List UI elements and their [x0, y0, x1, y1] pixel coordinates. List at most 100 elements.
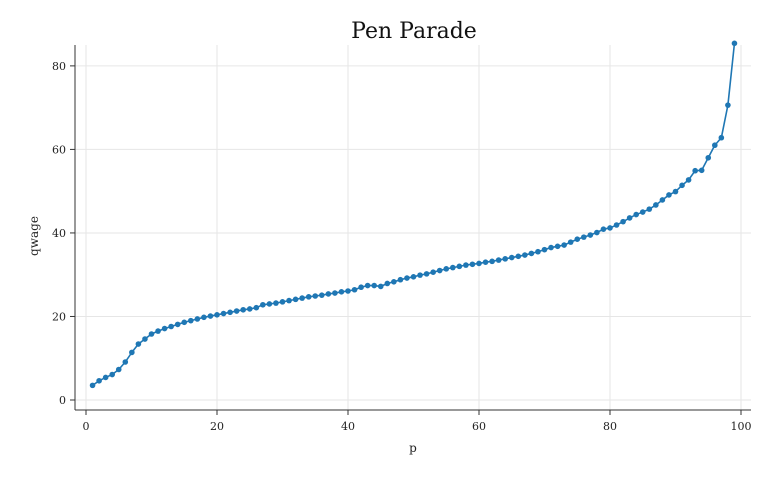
- data-point: [718, 134, 725, 141]
- data-point: [338, 289, 345, 295]
- data-point: [600, 226, 607, 232]
- y-tick-label: 20: [52, 310, 66, 323]
- y-tick-label: 0: [59, 394, 66, 407]
- gridlines: [75, 45, 751, 410]
- data-point: [712, 142, 718, 149]
- data-point: [246, 306, 253, 312]
- data-point: [581, 234, 587, 240]
- data-point: [214, 312, 220, 318]
- data-point: [476, 260, 482, 267]
- data-point: [122, 359, 129, 365]
- data-point: [227, 309, 233, 316]
- data-point: [626, 215, 633, 221]
- y-tick-label: 80: [52, 60, 66, 73]
- series-qwage: [89, 40, 738, 389]
- data-point: [397, 276, 404, 283]
- data-point: [685, 177, 692, 183]
- data-point: [587, 232, 594, 238]
- x-tick-label: 0: [83, 420, 90, 433]
- data-point: [345, 288, 351, 294]
- data-point: [633, 211, 639, 218]
- data-point: [305, 294, 312, 300]
- data-point: [698, 167, 705, 174]
- data-point: [541, 246, 548, 253]
- data-point: [89, 382, 96, 389]
- data-point: [653, 202, 659, 208]
- data-point: [508, 254, 515, 261]
- data-point: [109, 371, 115, 378]
- data-point: [620, 218, 626, 225]
- data-point: [692, 167, 698, 174]
- data-point: [594, 229, 600, 236]
- data-point: [613, 222, 620, 228]
- y-tick-label: 40: [52, 227, 66, 240]
- data-point: [181, 319, 188, 326]
- data-point: [319, 292, 325, 298]
- data-point: [292, 296, 299, 303]
- data-point: [312, 293, 319, 299]
- data-point: [194, 316, 201, 322]
- data-point: [332, 290, 338, 296]
- data-point: [410, 273, 417, 280]
- data-point: [489, 258, 495, 265]
- data-point: [522, 252, 528, 258]
- data-point: [286, 297, 292, 304]
- data-point: [207, 313, 214, 319]
- data-point: [679, 182, 685, 189]
- data-point: [260, 301, 266, 308]
- data-point: [731, 40, 738, 47]
- tick-labels: 0 20 40 60 80 100 0 20 40 60 80: [52, 60, 752, 433]
- data-point: [371, 282, 378, 289]
- data-point: [646, 206, 653, 212]
- data-point: [358, 284, 364, 291]
- data-point: [299, 295, 305, 301]
- data-point: [174, 321, 181, 328]
- axes: [70, 45, 751, 415]
- data-point: [148, 331, 155, 337]
- data-point: [351, 286, 358, 293]
- data-point: [436, 267, 443, 274]
- data-point: [129, 349, 135, 356]
- data-point: [279, 299, 286, 305]
- data-point: [548, 244, 554, 251]
- data-point: [155, 328, 161, 334]
- x-axis-label: p: [409, 441, 417, 455]
- data-point: [515, 253, 522, 260]
- data-point: [325, 291, 332, 297]
- data-point: [253, 304, 260, 311]
- x-tick-label: 20: [210, 420, 224, 433]
- data-point: [142, 336, 148, 342]
- data-point: [364, 282, 371, 289]
- data-point: [417, 272, 423, 278]
- data-point: [102, 374, 109, 381]
- data-point: [672, 188, 679, 195]
- data-point: [188, 317, 194, 324]
- data-point: [423, 271, 430, 277]
- data-point: [456, 263, 463, 270]
- data-point: [482, 259, 489, 265]
- chart-title: Pen Parade: [351, 19, 477, 44]
- x-tick-label: 100: [731, 420, 752, 433]
- data-point: [161, 325, 168, 332]
- data-point: [201, 314, 207, 321]
- x-tick-label: 80: [603, 420, 617, 433]
- data-point: [659, 197, 666, 203]
- data-point: [404, 275, 410, 281]
- data-point: [528, 250, 535, 257]
- data-point: [240, 306, 246, 313]
- data-point: [266, 301, 273, 307]
- data-point: [443, 266, 450, 272]
- data-point: [463, 262, 469, 268]
- x-tick-label: 40: [341, 420, 355, 433]
- x-tick-label: 60: [472, 420, 486, 433]
- data-point: [233, 308, 240, 314]
- data-point: [561, 242, 567, 248]
- data-point: [135, 341, 142, 347]
- data-point: [502, 256, 509, 262]
- data-point: [666, 192, 672, 198]
- data-point: [554, 243, 561, 250]
- data-point: [469, 261, 476, 268]
- data-point: [115, 366, 122, 373]
- data-point: [705, 154, 712, 161]
